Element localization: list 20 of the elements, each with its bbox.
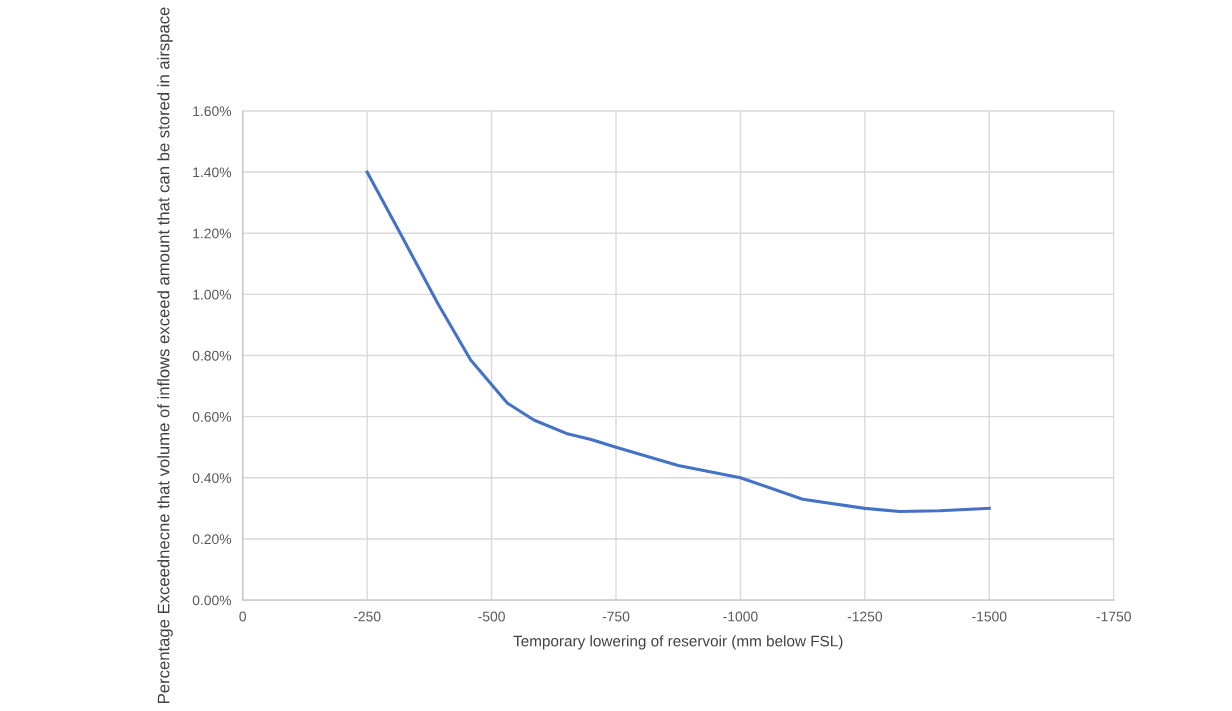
y-tick-label: 1.20% [193, 228, 232, 239]
line-series [365, 170, 991, 513]
y-tick-label: 0.80% [192, 350, 232, 361]
x-tick-label: -1500 [972, 611, 1007, 622]
x-tick-label: -1250 [847, 611, 883, 622]
y-tick-label: 1.60% [193, 106, 232, 117]
y-tick-label: 0.20% [192, 534, 232, 545]
y-tick-label: 0.40% [192, 473, 232, 483]
y-axis-title: Percentage Exceednecne that volume of inflows exceed amount that can be stored in airspace [157, 7, 173, 703]
x-axis-title: Temporary lowering of reservoir (mm below FSL) [513, 635, 843, 650]
x-tick-label: -500 [478, 611, 505, 622]
x-tick-label: -250 [353, 611, 381, 622]
y-tick-label: 0.60% [192, 411, 232, 422]
x-tick-label: 0 [239, 611, 247, 622]
y-tick-label: 1.00% [193, 289, 232, 300]
y-tick-label: 0.00% [192, 595, 232, 606]
x-tick-label: -1750 [1096, 611, 1131, 622]
x-tick-label: -1000 [723, 611, 758, 622]
x-tick-label: -750 [602, 611, 630, 622]
y-tick-label: 1.40% [193, 167, 232, 178]
